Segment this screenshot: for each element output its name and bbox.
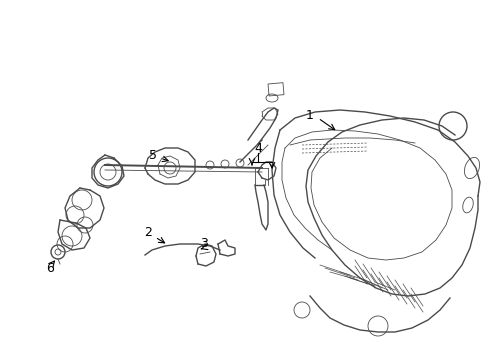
Bar [267,83,284,96]
Text: 6: 6 [46,261,54,274]
Text: 3: 3 [200,237,207,249]
Text: 1: 1 [305,108,313,122]
Text: 4: 4 [254,141,262,154]
Text: 2: 2 [144,225,152,239]
Text: 5: 5 [149,149,157,162]
